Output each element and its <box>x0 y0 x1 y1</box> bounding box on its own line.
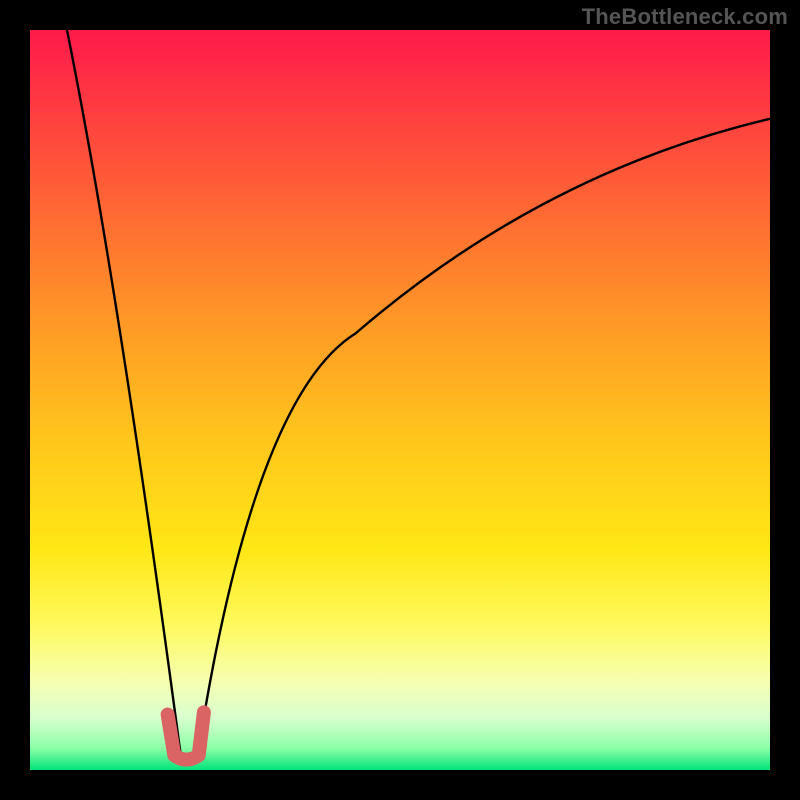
bottleneck-curve-left-branch <box>67 30 182 763</box>
bottleneck-curve-right-branch <box>197 119 771 763</box>
curve-layer <box>30 30 770 770</box>
valley-u-overlay <box>168 712 204 759</box>
watermark-text: TheBottleneck.com <box>582 4 788 30</box>
plot-area <box>30 30 770 770</box>
